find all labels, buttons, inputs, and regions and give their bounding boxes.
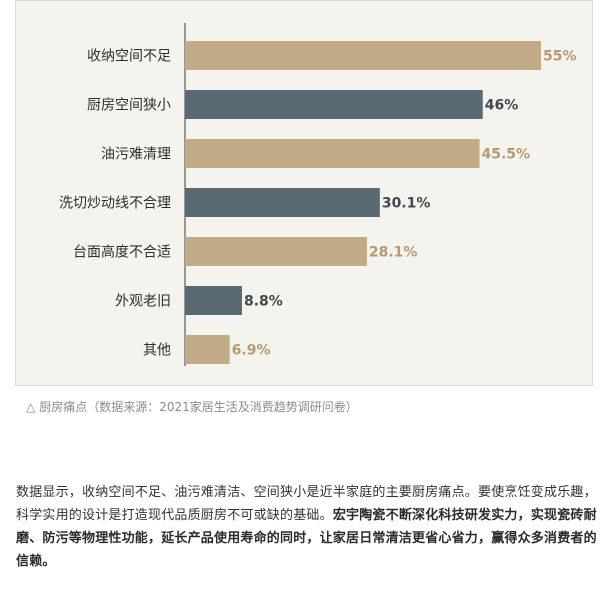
category-label: 厨房空间狭小 — [87, 98, 171, 114]
chart-container: 收纳空间不足 55% 厨房空间狭小 46% 油污难清理 45.5% 洗切炒动线不合理 30.1… — [15, 0, 593, 386]
value-label: 45.5% — [482, 147, 531, 163]
caption-text: 厨房痛点（数据来源：2021家居生活及消费趋势调研问卷） — [39, 400, 358, 414]
bar — [185, 41, 541, 70]
value-label: 8.8% — [244, 294, 283, 310]
value-label: 30.1% — [382, 196, 431, 212]
bar — [185, 139, 480, 168]
bar-chart: 收纳空间不足 55% 厨房空间狭小 46% 油污难清理 45.5% 洗切炒动线不合理 30.1… — [59, 23, 577, 366]
category-label: 其他 — [143, 343, 171, 359]
bar — [185, 188, 380, 217]
category-label: 洗切炒动线不合理 — [59, 196, 171, 212]
bar — [185, 90, 483, 119]
category-label: 油污难清理 — [101, 147, 171, 163]
value-label: 55% — [543, 49, 577, 65]
value-label: 28.1% — [369, 245, 418, 261]
chart-caption: △ 厨房痛点（数据来源：2021家居生活及消费趋势调研问卷） — [26, 398, 358, 415]
category-label: 收纳空间不足 — [87, 49, 171, 65]
category-label: 台面高度不合适 — [73, 244, 171, 261]
triangle-icon: △ — [26, 399, 36, 414]
category-label: 外观老旧 — [115, 294, 171, 310]
value-label: 46% — [485, 98, 519, 114]
paragraph-normal-text: 数据显示，收纳空间不足、油污难清洁、空间狭小是近半家庭的主要厨房痛点。要使烹饪变… — [16, 485, 597, 523]
paragraph-bold-text: 宏宇陶瓷不断深化科技研发实力，实现瓷砖耐磨、防污等物理性功能，延长产品使用寿命的… — [16, 508, 597, 569]
article-paragraph: 数据显示，收纳空间不足、油污难清洁、空间狭小是近半家庭的主要厨房痛点。要使烹饪变… — [16, 481, 600, 573]
bar — [185, 286, 242, 315]
bar — [185, 335, 230, 364]
bar — [185, 237, 367, 266]
value-label: 6.9% — [232, 343, 271, 359]
